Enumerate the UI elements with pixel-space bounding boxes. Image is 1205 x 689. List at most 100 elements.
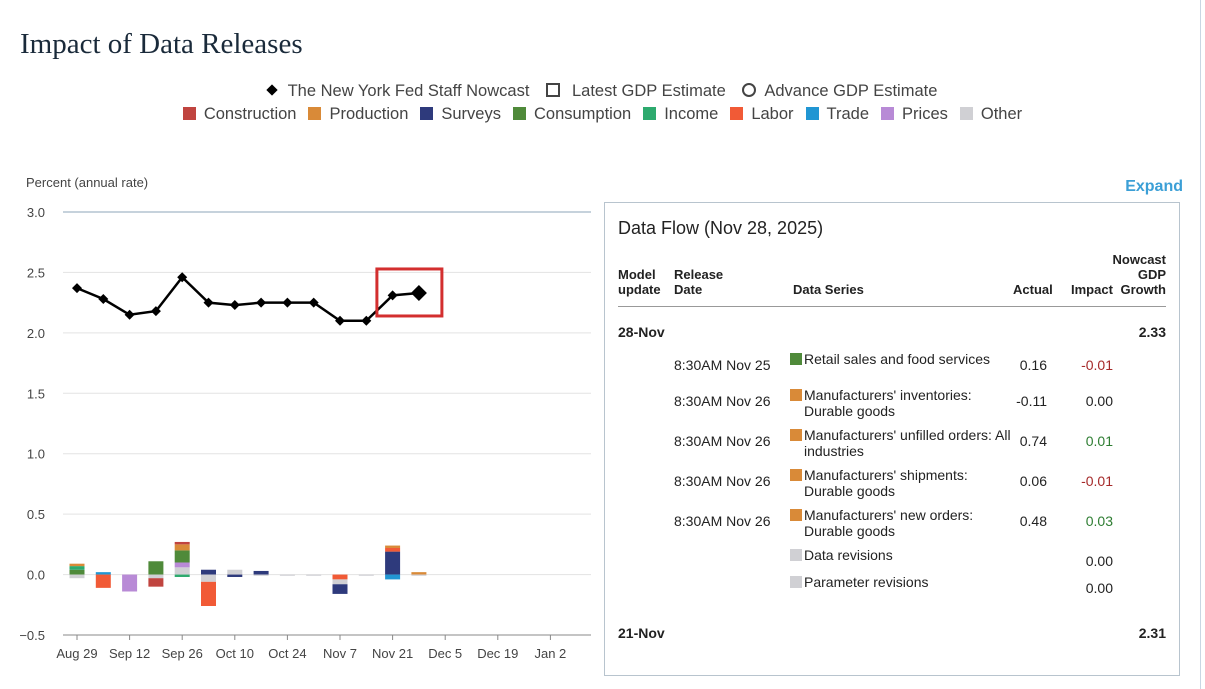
legend-advance-gdp[interactable]: Advance GDP Estimate bbox=[742, 82, 937, 101]
data-series-label: Data revisions bbox=[804, 547, 893, 563]
impact-value: 0.00 bbox=[1085, 393, 1113, 409]
nowcast-chart: 3.0 2.5 2.0 1.5 1.0 0.5 0.0 −0.5 Aug 29 Sep 12 Sep… bbox=[19, 205, 591, 661]
legend-trade[interactable]: Trade bbox=[805, 105, 869, 124]
legend-swatch bbox=[512, 107, 526, 121]
legend-consumption[interactable]: Consumption bbox=[512, 105, 632, 124]
x-tick-label: Nov 7 bbox=[323, 646, 357, 661]
header-model-update: Model update bbox=[618, 267, 661, 297]
contribution-bar-surveys bbox=[253, 570, 269, 575]
legend-label: Latest GDP Estimate bbox=[572, 82, 726, 101]
data-series-item[interactable]: Manufacturers' unfilled orders: All indu… bbox=[790, 427, 1012, 459]
diamond-icon bbox=[265, 84, 278, 96]
x-tick-label: Jan 2 bbox=[534, 646, 566, 661]
legend-label: Construction bbox=[203, 105, 297, 124]
impact-value: -0.01 bbox=[1081, 473, 1113, 489]
page-title: Impact of Data Releases bbox=[20, 28, 303, 60]
nowcast-point bbox=[308, 297, 319, 308]
contribution-bar-construction bbox=[148, 578, 164, 587]
legend-swatch bbox=[643, 107, 657, 121]
legend-label: Income bbox=[664, 105, 719, 124]
actual-value: 0.06 bbox=[1019, 473, 1047, 489]
data-series-label: Retail sales and food services bbox=[804, 351, 990, 367]
contribution-bar-trade bbox=[95, 572, 111, 575]
x-tick-label: Oct 24 bbox=[268, 646, 306, 661]
category-swatch bbox=[790, 389, 802, 401]
contribution-bar-labor bbox=[201, 581, 216, 606]
data-series-item[interactable]: Retail sales and food services bbox=[790, 351, 1012, 367]
marker-legend: The New York Fed Staff Nowcast Latest GD… bbox=[0, 82, 1205, 101]
contribution-bar-other bbox=[358, 574, 374, 576]
nowcast-point bbox=[150, 306, 161, 317]
nowcast-point bbox=[361, 315, 372, 326]
nowcast-point bbox=[256, 297, 267, 308]
y-tick-label: 3.0 bbox=[27, 205, 45, 220]
legend-label: Surveys bbox=[441, 105, 501, 124]
x-tick-label: Aug 29 bbox=[56, 646, 97, 661]
legend-swatch bbox=[881, 107, 895, 121]
data-flow-panel: Data Flow (Nov 28, 2025) Model update Re… bbox=[604, 202, 1180, 676]
actual-value: -0.11 bbox=[1016, 393, 1047, 409]
legend-label: Labor bbox=[751, 105, 794, 124]
x-tick-label: Dec 19 bbox=[477, 646, 518, 661]
impact-value: 0.01 bbox=[1085, 433, 1113, 449]
y-tick-label: 0.5 bbox=[27, 507, 45, 522]
contribution-bar-consumption bbox=[69, 569, 85, 575]
legend-labor[interactable]: Labor bbox=[730, 105, 794, 124]
contribution-bar-surveys bbox=[332, 584, 348, 594]
data-series-label: Manufacturers' shipments: Durable goods bbox=[804, 467, 968, 499]
category-swatch bbox=[790, 429, 802, 441]
contribution-bar-production bbox=[69, 563, 85, 567]
legend-prices[interactable]: Prices bbox=[881, 105, 948, 124]
release-date: 8:30AM Nov 25 bbox=[674, 357, 771, 373]
y-tick-label: 2.0 bbox=[27, 326, 45, 341]
legend-label: Advance GDP Estimate bbox=[764, 82, 938, 101]
x-tick-label: Sep 26 bbox=[162, 646, 203, 661]
contribution-bar-other bbox=[279, 574, 295, 576]
data-series-label: Manufacturers' unfilled orders: All indu… bbox=[804, 427, 1011, 459]
expand-button[interactable]: Expand bbox=[1125, 178, 1183, 195]
data-series-item[interactable]: Data revisions bbox=[790, 547, 1012, 563]
data-series-label: Parameter revisions bbox=[804, 574, 929, 590]
legend-latest-gdp[interactable]: Latest GDP Estimate bbox=[546, 82, 726, 101]
contribution-bar-labor bbox=[385, 547, 401, 552]
legend-nowcast[interactable]: The New York Fed Staff Nowcast bbox=[265, 82, 529, 101]
contribution-bar-surveys bbox=[201, 569, 216, 575]
header-impact: Impact bbox=[1071, 282, 1113, 297]
group-nowcast: 2.31 bbox=[1138, 625, 1166, 641]
legend-swatch bbox=[308, 107, 322, 121]
nowcast-point bbox=[203, 297, 214, 308]
legend-construction[interactable]: Construction bbox=[182, 105, 297, 124]
circle-icon bbox=[742, 83, 757, 98]
contribution-bar-other bbox=[201, 574, 216, 582]
contribution-bar-prices bbox=[174, 562, 190, 568]
legend-label: Consumption bbox=[533, 105, 632, 124]
x-tick-label: Dec 5 bbox=[428, 646, 462, 661]
contribution-bar-labor bbox=[95, 574, 111, 588]
header-divider bbox=[618, 306, 1166, 307]
actual-value: 0.74 bbox=[1019, 433, 1047, 449]
release-date: 8:30AM Nov 26 bbox=[674, 513, 771, 529]
legend-label: Other bbox=[980, 105, 1023, 124]
contribution-bar-income bbox=[174, 574, 190, 577]
legend-other[interactable]: Other bbox=[959, 105, 1023, 124]
data-series-item[interactable]: Manufacturers' new orders: Durable goods bbox=[790, 507, 1012, 539]
contribution-bar-trade bbox=[385, 574, 401, 580]
contribution-bar-production bbox=[411, 572, 427, 575]
legend-label: Prices bbox=[902, 105, 948, 124]
legend-income[interactable]: Income bbox=[643, 105, 718, 124]
legend-surveys[interactable]: Surveys bbox=[420, 105, 501, 124]
y-tick-label: 2.5 bbox=[27, 265, 45, 280]
y-tick-label: 0.0 bbox=[27, 568, 45, 583]
contribution-bar-other bbox=[174, 567, 190, 575]
square-icon bbox=[546, 83, 560, 98]
data-series-item[interactable]: Manufacturers' inventories: Durable good… bbox=[790, 387, 1012, 419]
data-series-item[interactable]: Manufacturers' shipments: Durable goods bbox=[790, 467, 1012, 499]
contribution-bar-other bbox=[332, 579, 348, 585]
contribution-bar-production bbox=[174, 544, 190, 551]
data-series-item[interactable]: Parameter revisions bbox=[790, 574, 1012, 590]
x-tick-label: Nov 21 bbox=[372, 646, 413, 661]
legend-production[interactable]: Production bbox=[308, 105, 408, 124]
legend-swatch bbox=[182, 107, 196, 121]
impact-value: 0.03 bbox=[1085, 513, 1113, 529]
contribution-bar-other bbox=[227, 569, 243, 575]
